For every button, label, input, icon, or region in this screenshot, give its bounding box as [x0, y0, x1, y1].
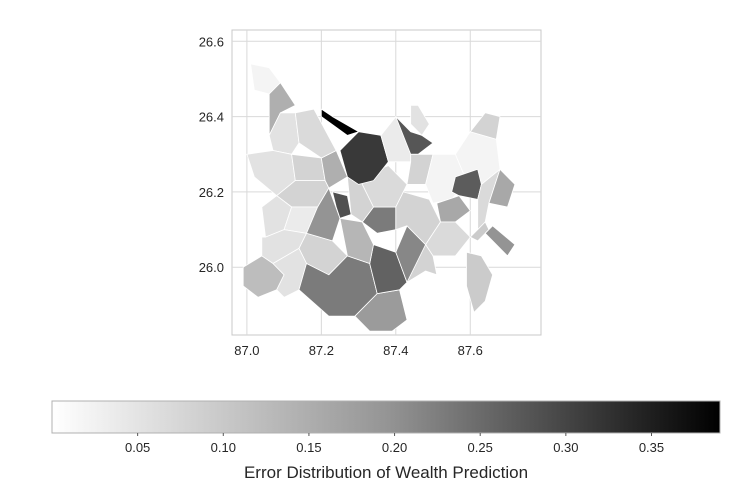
map-region-26 [294, 108, 337, 159]
colorbar-tick-label: 0.25 [468, 440, 493, 455]
y-axis-ticks: 26.0 26.2 26.4 26.6 [199, 34, 224, 275]
map-region-40 [406, 244, 438, 283]
map-region-25 [320, 108, 360, 136]
map-region-5 [291, 153, 326, 182]
x-tick-label: 87.2 [309, 343, 334, 358]
regions [242, 63, 516, 332]
map-region-35 [436, 195, 471, 223]
map-region-13 [272, 247, 307, 298]
colorbar-tick-label: 0.10 [211, 440, 236, 455]
map-region-18 [339, 217, 374, 264]
x-tick-label: 87.0 [234, 343, 259, 358]
y-tick-label: 26.0 [199, 260, 224, 275]
colorbar-label: Error Distribution of Wealth Prediction [244, 463, 528, 482]
x-tick-label: 87.6 [458, 343, 483, 358]
colorbar-tick-label: 0.05 [125, 440, 150, 455]
y-tick-label: 26.6 [199, 34, 224, 49]
map-region-42 [484, 225, 516, 257]
x-tick-label: 87.4 [383, 343, 408, 358]
map-region-20 [332, 191, 352, 219]
colorbar-tick-label: 0.30 [553, 440, 578, 455]
map-region-33 [469, 112, 501, 140]
y-tick-label: 26.2 [199, 185, 224, 200]
map-axes: 87.0 87.2 87.4 87.6 26.0 26.2 26.4 26.6 [199, 29, 542, 358]
colorbar-tick-label: 0.20 [382, 440, 407, 455]
map-region-41 [469, 221, 490, 242]
colorbar-ticks: 0.05 0.10 0.15 0.20 0.25 0.30 0.35 [125, 433, 664, 455]
map-region-43 [466, 251, 494, 313]
map-region-29 [410, 104, 430, 136]
colorbar-tick-label: 0.35 [639, 440, 664, 455]
map-region-19 [306, 187, 341, 242]
colorbar-gradient [51, 400, 721, 434]
y-tick-label: 26.4 [199, 110, 224, 125]
colorbar: 0.05 0.10 0.15 0.20 0.25 0.30 0.35 Error Distr… [51, 400, 721, 482]
x-axis-ticks: 87.0 87.2 87.4 87.6 [234, 343, 483, 358]
map-region-38 [488, 168, 516, 208]
colorbar-tick-label: 0.15 [296, 440, 321, 455]
